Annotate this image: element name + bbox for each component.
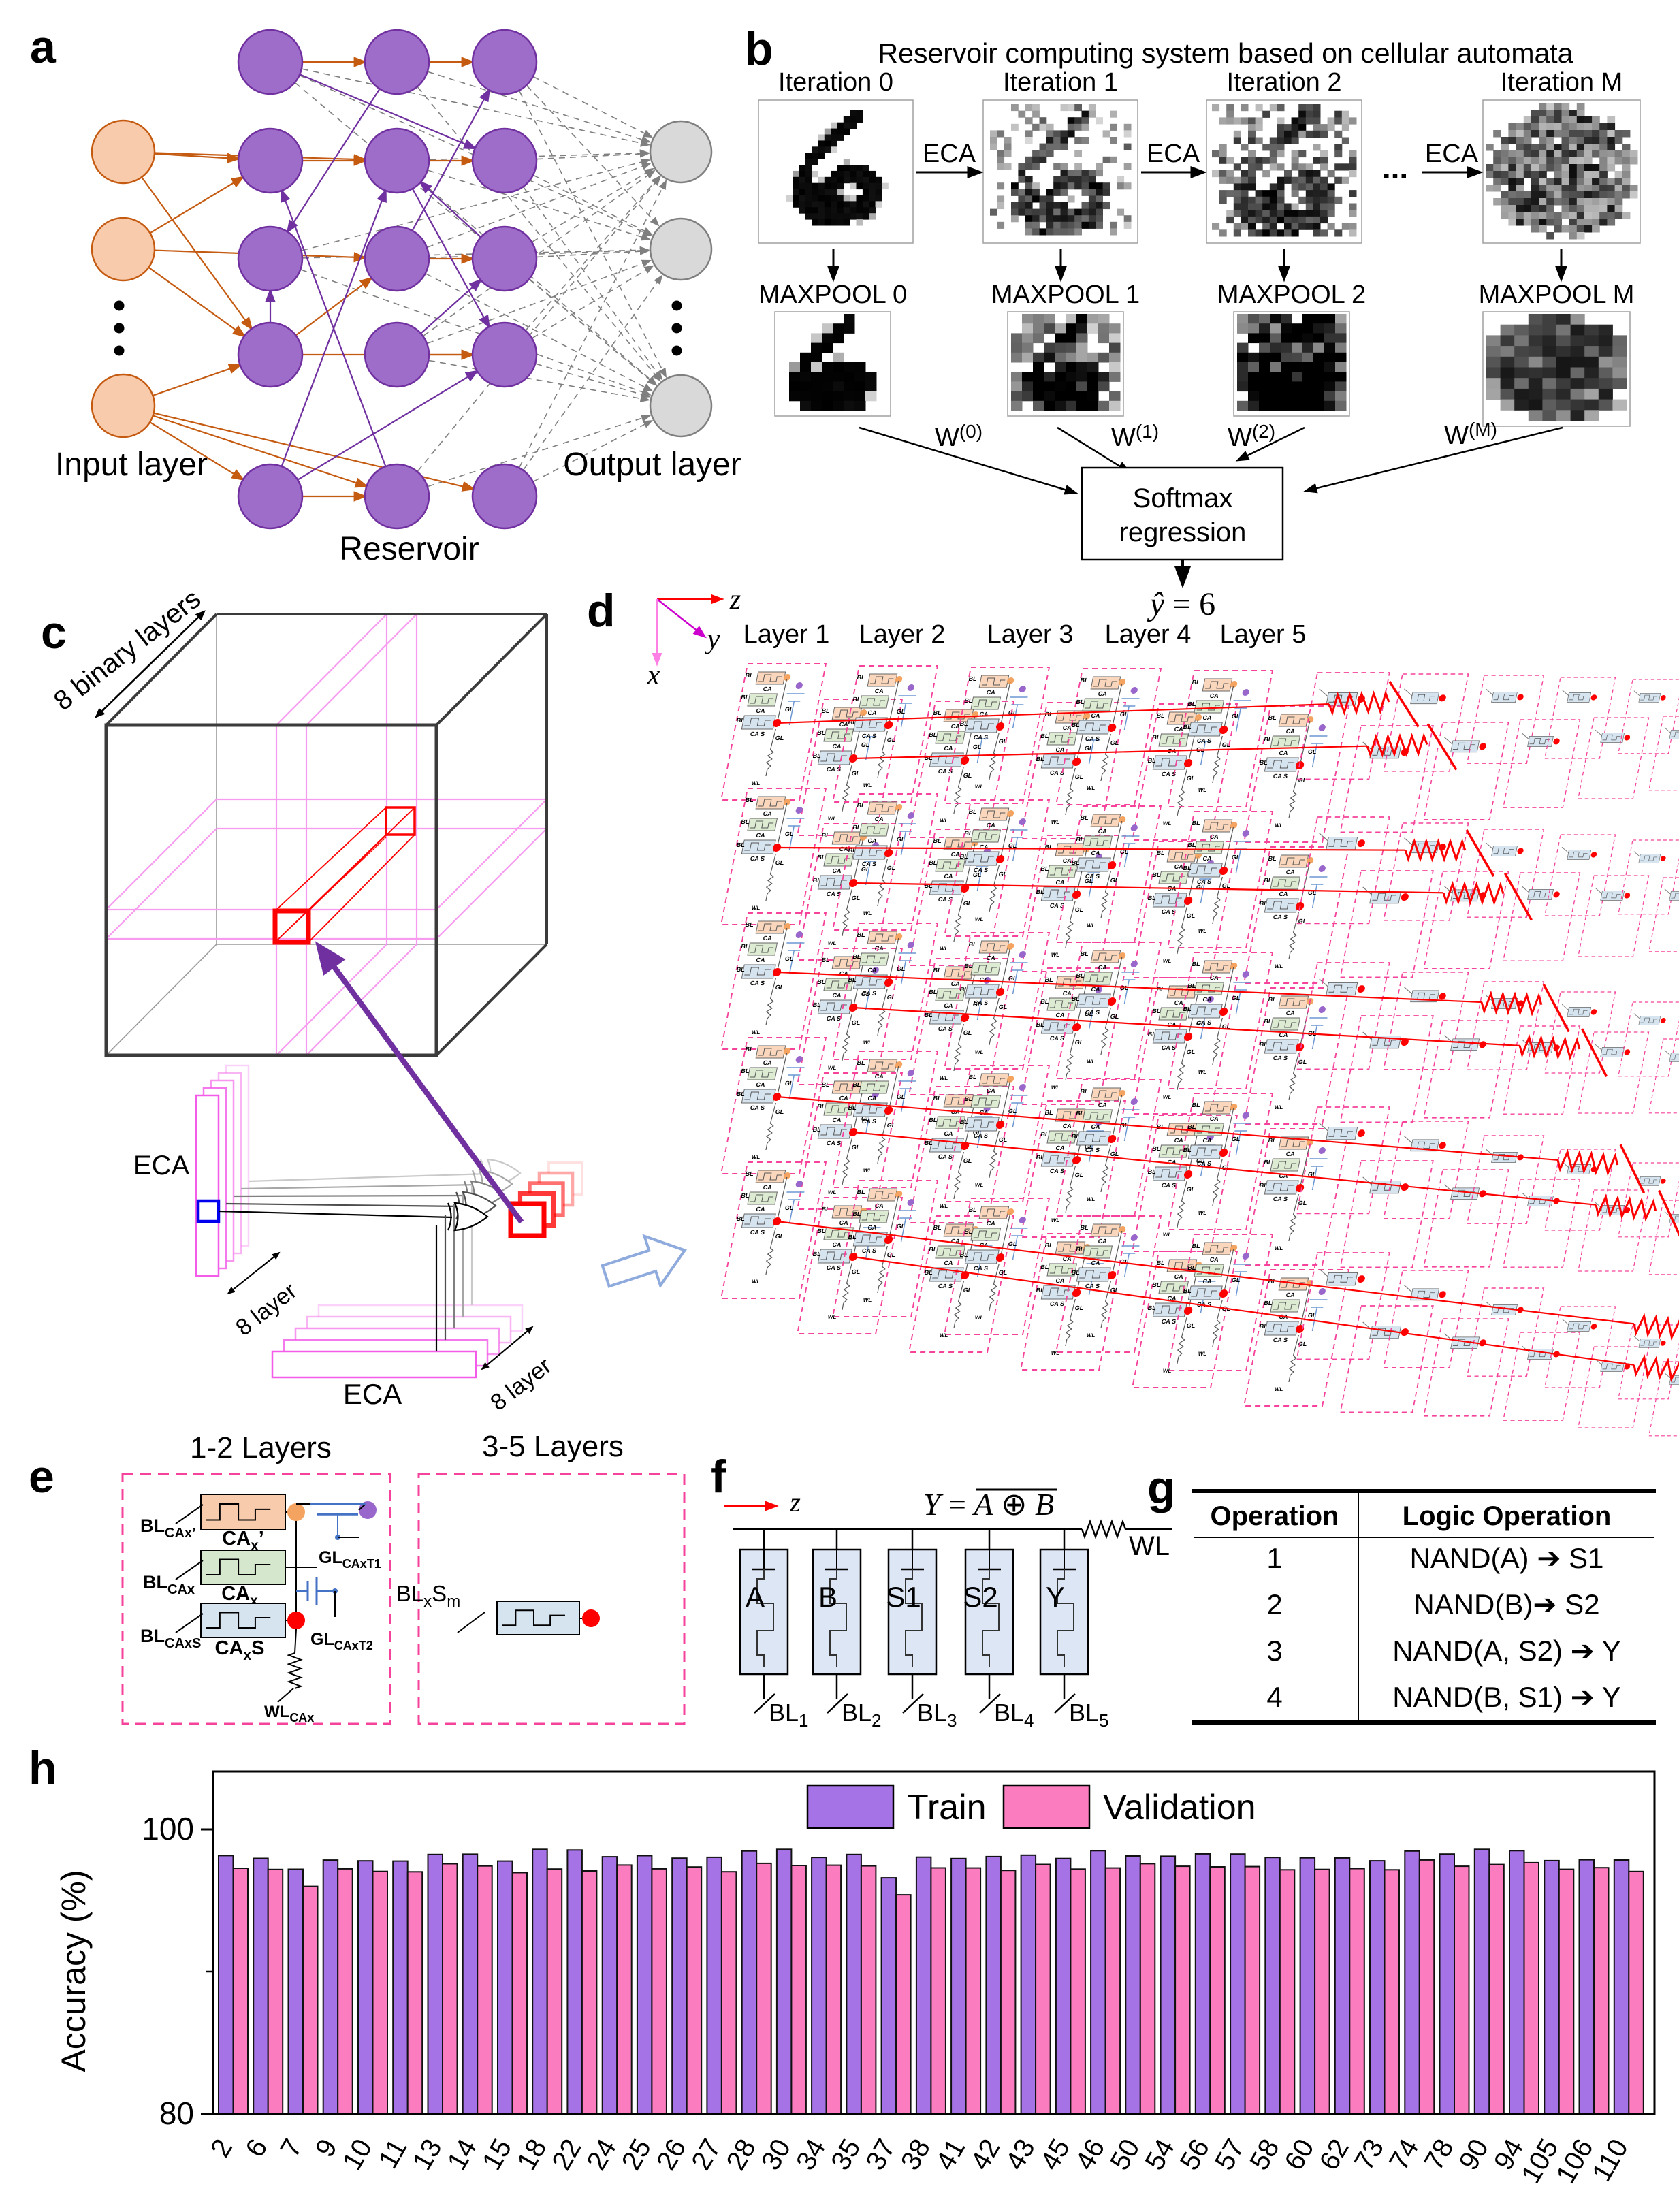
svg-text:x: x	[647, 660, 660, 691]
svg-text:MAXPOOL 0: MAXPOOL 0	[758, 280, 907, 309]
svg-text:Iteration 1: Iteration 1	[1003, 68, 1118, 97]
svg-text:Layer 2: Layer 2	[859, 620, 946, 649]
svg-text:MAXPOOL M: MAXPOOL M	[1479, 280, 1635, 309]
svg-text:B: B	[818, 1581, 837, 1613]
svg-text:g: g	[1147, 1462, 1176, 1513]
svg-text:Operation: Operation	[1211, 1501, 1339, 1531]
svg-text:Layer 4: Layer 4	[1105, 620, 1192, 649]
svg-text:Layer 5: Layer 5	[1220, 620, 1307, 649]
svg-text:f: f	[711, 1451, 726, 1503]
svg-text:MAXPOOL 1: MAXPOOL 1	[991, 280, 1140, 309]
svg-text:Input layer: Input layer	[55, 447, 208, 483]
svg-text:NAND(B)➔ S2: NAND(B)➔ S2	[1413, 1588, 1599, 1620]
svg-text:NAND(A) ➔ S1: NAND(A) ➔ S1	[1410, 1542, 1604, 1574]
svg-text:h: h	[29, 1742, 57, 1794]
svg-text:a: a	[30, 21, 57, 73]
svg-text:ECA: ECA	[343, 1378, 402, 1410]
svg-text:z: z	[789, 1487, 801, 1518]
svg-text:b: b	[745, 23, 773, 75]
svg-text:Y: Y	[1046, 1581, 1065, 1613]
svg-text:y: y	[705, 624, 720, 655]
svg-text:Reservoir: Reservoir	[339, 531, 479, 567]
svg-text:Iteration 2: Iteration 2	[1227, 68, 1342, 97]
svg-text:Layer 1: Layer 1	[743, 620, 830, 649]
svg-text:1-2 Layers: 1-2 Layers	[190, 1431, 332, 1464]
svg-text:100: 100	[142, 1811, 194, 1846]
svg-text:Output layer: Output layer	[563, 447, 741, 483]
svg-text:Reservoir computing system bas: Reservoir computing system based on cell…	[878, 37, 1573, 69]
svg-text:Logic Operation: Logic Operation	[1403, 1501, 1612, 1531]
svg-text:W(2): W(2)	[1228, 421, 1275, 452]
svg-text:regression: regression	[1119, 517, 1247, 547]
svg-text:3-5 Layers: 3-5 Layers	[482, 1430, 624, 1463]
svg-text:Validation: Validation	[1103, 1788, 1256, 1827]
svg-text:Softmax: Softmax	[1133, 483, 1233, 513]
svg-text:NAND(B, S1) ➔ Y: NAND(B, S1) ➔ Y	[1392, 1681, 1621, 1713]
svg-text:d: d	[587, 585, 615, 637]
svg-text:CAxS: CAxS	[215, 1637, 265, 1663]
svg-text:Y = A ⊕ B: Y = A ⊕ B	[923, 1487, 1054, 1522]
svg-text:c: c	[41, 607, 67, 658]
svg-text:80: 80	[159, 2096, 194, 2131]
svg-text:e: e	[29, 1451, 54, 1503]
svg-text:ECA: ECA	[1425, 140, 1479, 168]
svg-text:ECA: ECA	[923, 140, 976, 168]
svg-text:...: ...	[1382, 150, 1408, 185]
svg-text:A: A	[746, 1581, 765, 1613]
svg-text:Accuracy (%): Accuracy (%)	[54, 1870, 93, 2072]
svg-text:z: z	[729, 584, 741, 615]
svg-text:Layer 3: Layer 3	[987, 620, 1074, 649]
svg-text:ECA: ECA	[1147, 140, 1200, 168]
svg-text:MAXPOOL 2: MAXPOOL 2	[1217, 280, 1366, 309]
svg-text:1: 1	[1266, 1542, 1282, 1574]
svg-text:WL: WL	[1129, 1531, 1170, 1561]
svg-text:3: 3	[1266, 1635, 1282, 1667]
svg-text:ECA: ECA	[133, 1151, 190, 1181]
svg-text:NAND(A, S2) ➔ Y: NAND(A, S2) ➔ Y	[1392, 1635, 1621, 1667]
svg-text:Train: Train	[907, 1788, 987, 1827]
svg-text:ŷ = 6: ŷ = 6	[1147, 586, 1215, 622]
svg-text:S1: S1	[886, 1581, 921, 1613]
svg-text:Iteration M: Iteration M	[1501, 68, 1623, 97]
svg-text:4: 4	[1266, 1681, 1282, 1713]
svg-text:2: 2	[1266, 1588, 1282, 1620]
svg-text:Iteration 0: Iteration 0	[778, 68, 893, 97]
svg-text:S2: S2	[963, 1581, 997, 1613]
